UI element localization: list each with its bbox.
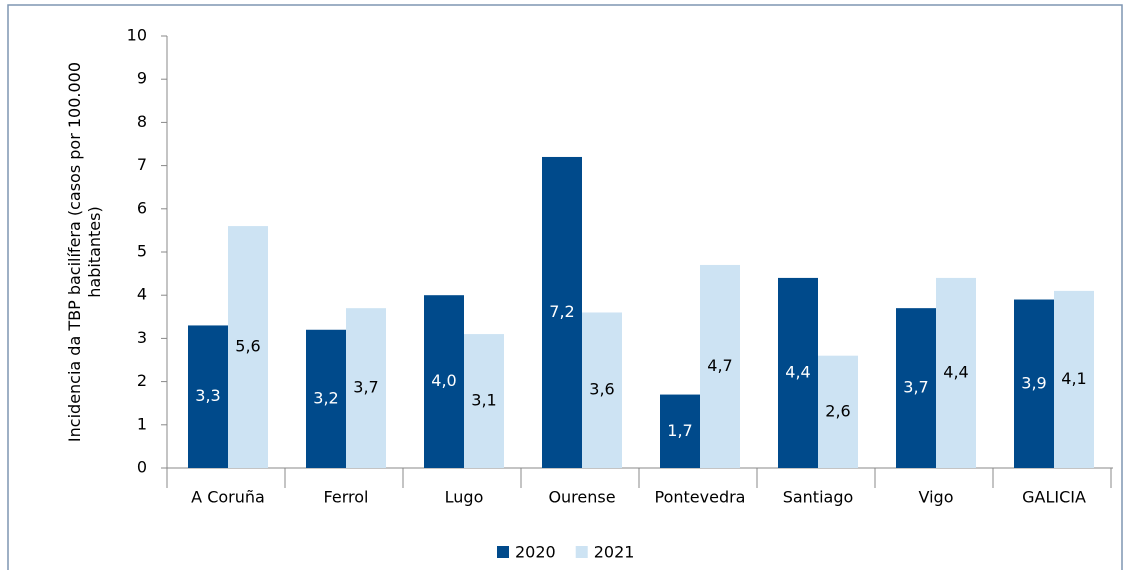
y-tick-label: 10	[127, 26, 147, 45]
bar	[818, 355, 858, 468]
bar	[346, 308, 386, 468]
bar	[464, 334, 504, 468]
frame	[7, 4, 1123, 570]
value-label: 3,7	[353, 378, 378, 397]
bar	[424, 295, 464, 468]
y-tick-label: 1	[137, 414, 147, 433]
y-tick-label: 0	[137, 458, 147, 477]
bar	[542, 156, 582, 468]
bar	[896, 308, 936, 468]
bar	[582, 312, 622, 468]
value-label: 3,3	[195, 386, 220, 405]
legend-label: 2020	[515, 543, 556, 562]
value-label: 3,6	[589, 380, 614, 399]
value-label: 3,2	[313, 388, 338, 407]
value-label: 2,6	[825, 401, 850, 420]
x-tick-label: GALICIA	[1022, 488, 1086, 507]
bar	[1014, 299, 1054, 468]
value-label: 3,7	[903, 378, 928, 397]
x-tick-label: Vigo	[919, 488, 954, 507]
y-tick-label: 2	[137, 371, 147, 390]
value-label: 3,1	[471, 391, 496, 410]
legend-label: 2021	[594, 543, 635, 562]
y-tick-label: 4	[137, 285, 147, 304]
bar	[228, 226, 268, 468]
bar	[936, 277, 976, 468]
y-tick-label: 6	[137, 198, 147, 217]
y-axis-label: Incidencia da TBP bacilífera (casos por …	[65, 61, 104, 443]
bar	[188, 325, 228, 468]
value-label: 4,4	[785, 362, 810, 381]
x-tick-label: Pontevedra	[655, 488, 746, 507]
y-tick-label: 7	[137, 155, 147, 174]
bar	[660, 394, 700, 468]
x-tick-label: Ourense	[548, 488, 615, 507]
x-tick-label: Ferrol	[324, 488, 369, 507]
bar	[1054, 290, 1094, 468]
legend-swatch	[497, 546, 509, 558]
x-tick-label: Santiago	[783, 488, 854, 507]
y-tick-label: 5	[137, 242, 147, 261]
legend-swatch	[575, 546, 588, 558]
value-label: 4,7	[707, 356, 732, 375]
value-label: 5,6	[235, 337, 260, 356]
y-tick-label: 8	[137, 112, 147, 131]
bar	[306, 329, 346, 468]
value-label: 4,1	[1061, 369, 1086, 388]
value-label: 1,7	[667, 421, 692, 440]
x-tick-label: A Coruña	[191, 488, 265, 507]
value-label: 4,4	[943, 362, 968, 381]
value-label: 7,2	[549, 302, 574, 321]
bar	[700, 264, 740, 468]
x-tick-label: Lugo	[445, 488, 484, 507]
value-label: 4,0	[431, 371, 456, 390]
y-tick-label: 3	[137, 328, 147, 347]
bar	[778, 277, 818, 468]
value-label: 3,9	[1021, 373, 1046, 392]
y-tick-label: 9	[137, 69, 147, 88]
